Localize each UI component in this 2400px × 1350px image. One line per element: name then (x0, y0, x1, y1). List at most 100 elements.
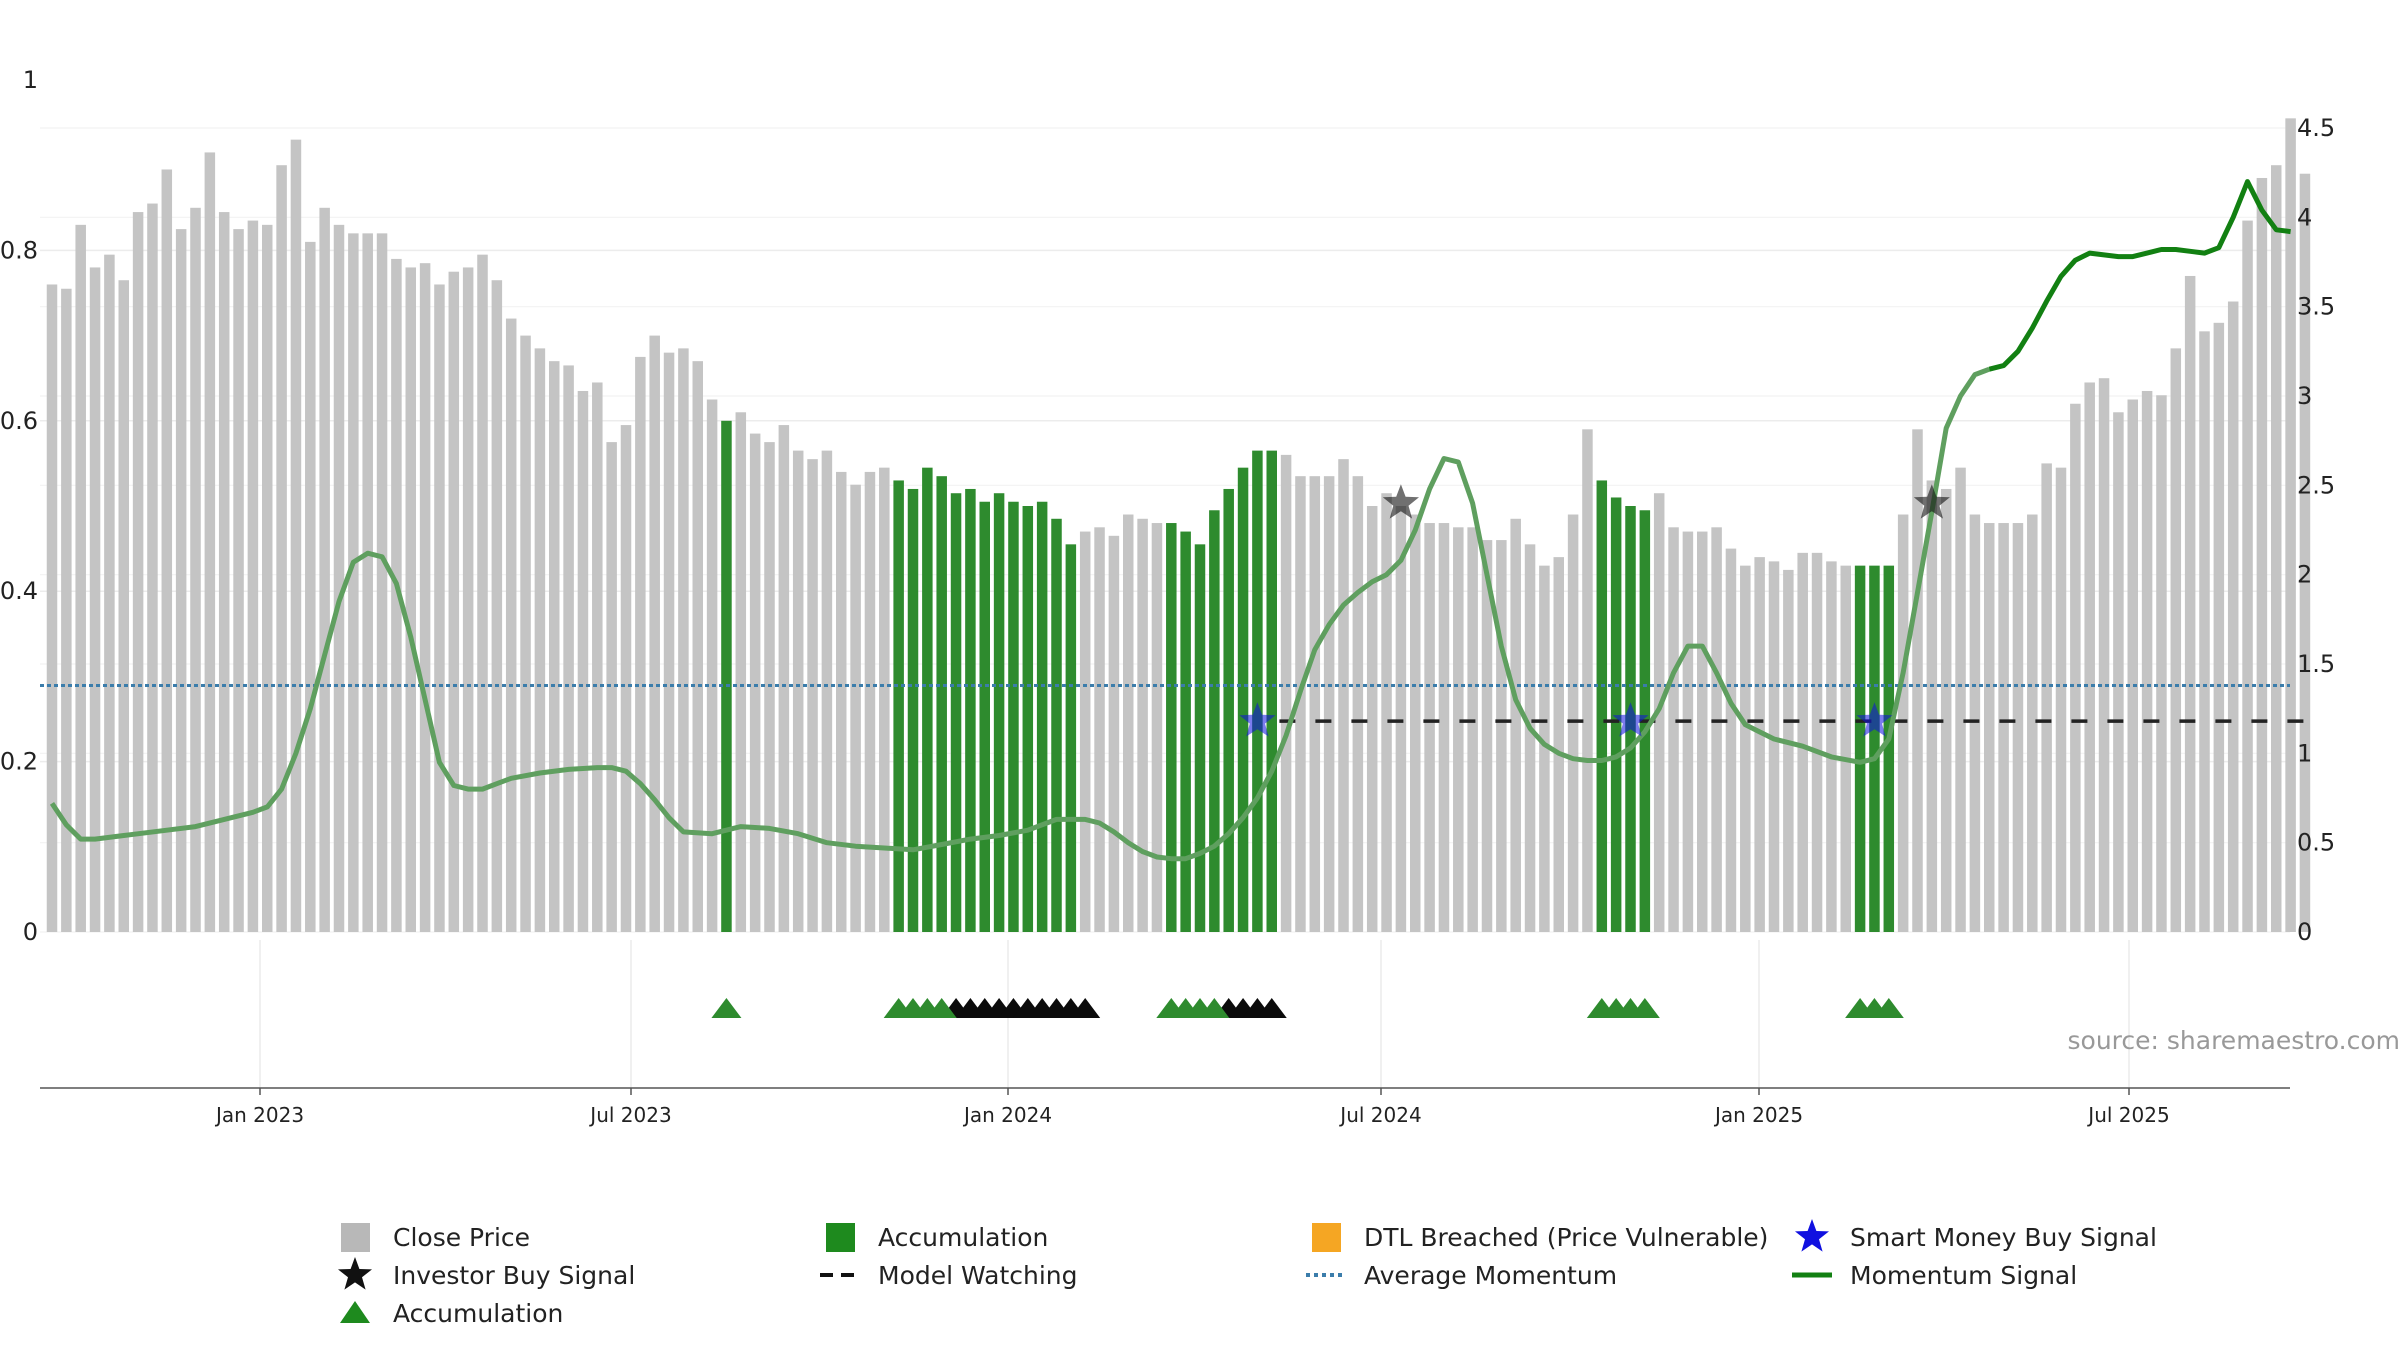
y-right-tick-label: 3 (2297, 382, 2312, 410)
close-price-bar (218, 212, 230, 932)
legend: Close Price Accumulation DTL Breached (P… (0, 1200, 2400, 1350)
close-price-bar (1725, 548, 1737, 932)
accumulation-bar (1180, 531, 1191, 932)
legend-solid-line-icon (1792, 1272, 1832, 1278)
close-price-bar (2170, 348, 2182, 932)
accumulation-bar (1209, 510, 1220, 932)
legend-square-orange-icon (1311, 1222, 1341, 1252)
close-price-bar (1410, 514, 1421, 932)
close-price-bar (491, 280, 503, 933)
close-price-bar (1668, 527, 1679, 932)
momentum-lines (40, 179, 2310, 862)
close-price-bar (635, 356, 646, 932)
close-price-bar (2098, 378, 2110, 932)
close-price-bar (879, 467, 890, 932)
close-price-bar (821, 450, 833, 932)
close-price-bar (1811, 552, 1823, 932)
close-price-bar (749, 433, 761, 932)
close-price-bar (118, 280, 129, 933)
close-price-bar (2285, 118, 2296, 933)
close-price-bar (549, 361, 560, 932)
accumulation-triangle (926, 998, 957, 1018)
close-price-bar (75, 224, 86, 933)
close-price-bar (1151, 523, 1163, 932)
close-price-bar (563, 365, 574, 932)
momentum-signal-line-faded (49, 366, 1991, 862)
close-price-bar (204, 152, 216, 933)
investor-triangle (1256, 998, 1287, 1018)
close-price-bar (2113, 412, 2124, 932)
legend-triangle-green-icon (340, 1301, 370, 1323)
close-price-bar (1496, 540, 1507, 932)
legend-label-close-price: Close Price (393, 1222, 531, 1252)
close-price-bar (1783, 569, 1794, 932)
accumulation-bar (1223, 488, 1234, 932)
momentum-signal-line (1988, 179, 2291, 372)
legend-item-momentum-signal: Momentum Signal (1792, 1256, 2077, 1294)
legend-square-green-icon (825, 1222, 855, 1252)
close-price-bar (233, 229, 244, 933)
close-price-bar (362, 233, 373, 933)
x-tick-label: Jan 2024 (962, 1103, 1052, 1127)
legend-item-smart-money: Smart Money Buy Signal (1792, 1218, 2157, 1256)
close-price-bar (1553, 557, 1564, 932)
accumulation-bar (1051, 518, 1062, 932)
close-price-bar (262, 224, 273, 933)
accumulation-bar (1883, 565, 1895, 932)
close-price-bar (1123, 514, 1134, 932)
accumulation-bar (922, 467, 933, 932)
close-price-bar (1524, 544, 1536, 932)
close-price-bar (864, 471, 876, 932)
close-price-bar (1467, 527, 1478, 932)
close-price-bar (1295, 476, 1306, 932)
legend-item-average-momentum: Average Momentum (1306, 1256, 1617, 1294)
close-price-bar (663, 352, 675, 932)
investor-buy-star (1913, 484, 1950, 519)
close-price-bar (1137, 518, 1148, 932)
close-price-bar (1079, 531, 1091, 932)
close-price-bar (247, 220, 259, 932)
close-price-bar (1697, 531, 1708, 932)
close-price-bar (2242, 220, 2253, 932)
source-label: source: sharemaestro.com (2068, 1026, 2400, 1055)
close-price-bar (592, 382, 603, 933)
accumulation-triangle (711, 998, 742, 1018)
y-left-tick-label: 1 (23, 66, 38, 94)
close-price-bar (1955, 467, 1966, 932)
y-left-tick-label: 0.2 (0, 748, 38, 776)
close-price-bar (89, 267, 101, 932)
accumulation-bar (979, 501, 990, 932)
close-price-bar (376, 233, 388, 933)
legend-label-momentum-signal: Momentum Signal (1850, 1260, 2078, 1290)
legend-label-accumulation-marker: Accumulation (393, 1298, 564, 1328)
accumulation-bar (936, 476, 947, 932)
close-price-bar (1711, 527, 1722, 932)
close-price-bar (1481, 540, 1493, 932)
close-price-bar (520, 335, 531, 933)
close-price-bar (836, 471, 847, 932)
close-price-bar (1998, 523, 2009, 932)
accumulation-bar (907, 488, 919, 932)
close-price-bar (448, 271, 460, 932)
close-price-bar (2141, 390, 2153, 933)
close-price-bar (2271, 165, 2282, 932)
x-tick-label: Jul 2023 (588, 1103, 671, 1127)
close-price-bar (620, 425, 632, 932)
axes: 0 0.2 0.4 0.6 0.8 1 0 0.5 1 1.5 2 2.5 3 3.5 4 4.5 Jan 20… (0, 66, 2335, 1127)
accumulation-bar (721, 420, 732, 932)
close-price-bar (1438, 523, 1450, 932)
close-price-bar (2027, 514, 2038, 932)
close-price-bar (2213, 322, 2225, 932)
close-price-bar (2127, 399, 2138, 932)
accumulation-triangle (1629, 998, 1660, 1018)
legend-star-black-icon (338, 1257, 372, 1290)
close-price-bar (1912, 429, 1923, 932)
accumulation-bar (893, 480, 904, 932)
close-price-bar (1926, 480, 1938, 932)
close-price-bar (1395, 506, 1407, 932)
close-price-bar (147, 203, 158, 933)
accumulation-bar (1008, 501, 1019, 932)
y-left-tick-label: 0 (23, 918, 38, 946)
close-price-bar (764, 442, 775, 932)
close-price-bar (2055, 467, 2067, 932)
